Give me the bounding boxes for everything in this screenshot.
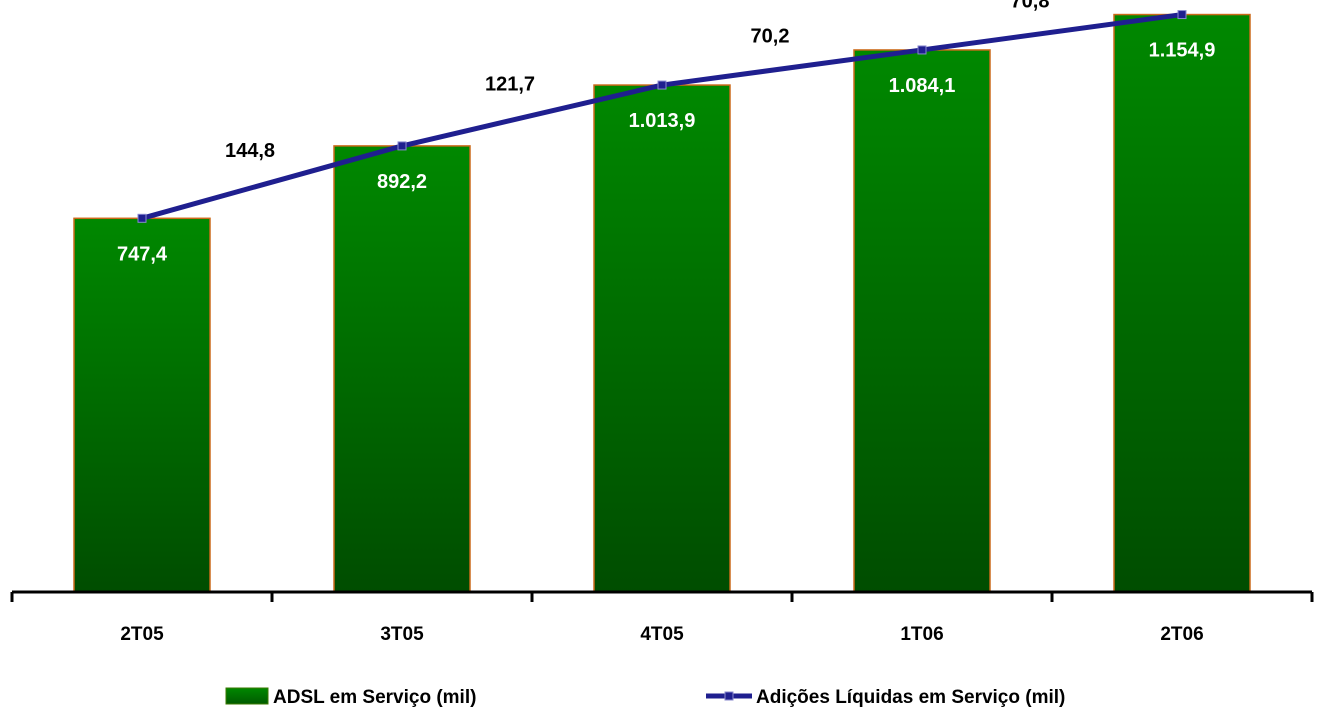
- line-segment-label-3: 70,2: [751, 26, 790, 48]
- x-tick-label-1T06: 1T06: [900, 624, 943, 645]
- bar-series: 747,4 892,2 1.013,9 1.084,1 1.154,9: [73, 13, 1251, 593]
- bar-1T06: [853, 49, 991, 593]
- legend-swatch-line-marker: [724, 691, 734, 701]
- line-segment-label-2: 121,7: [485, 73, 535, 95]
- bar-value-label-2T05: 747,4: [117, 243, 168, 265]
- line-marker-2T06: [1177, 10, 1187, 20]
- x-tick-label-2T05: 2T05: [120, 624, 164, 645]
- line-marker-4T05: [657, 80, 667, 90]
- bar-value-label-4T05: 1.013,9: [629, 110, 696, 132]
- x-axis: 2T05 3T05 4T05 1T06 2T06: [10, 590, 1314, 645]
- line-series: 144,8 121,7 70,2 70,8: [137, 0, 1187, 223]
- legend-swatch-bars: [225, 687, 269, 705]
- line-marker-2T05: [137, 213, 147, 223]
- x-tick-label-2T06: 2T06: [1160, 624, 1203, 645]
- bar-3T05: [333, 145, 471, 593]
- line-segment-label-1: 144,8: [225, 140, 275, 162]
- legend-label-bars: ADSL em Serviço (mil): [273, 687, 476, 708]
- bar-2T05: [73, 217, 211, 593]
- legend: ADSL em Serviço (mil) Adições Líquidas e…: [225, 687, 1065, 708]
- bar-value-label-1T06: 1.084,1: [889, 75, 956, 97]
- bar-value-label-3T05: 892,2: [377, 171, 427, 193]
- legend-label-line: Adições Líquidas em Serviço (mil): [756, 687, 1065, 708]
- line-marker-3T05: [397, 141, 407, 151]
- bar-value-label-2T06: 1.154,9: [1149, 40, 1216, 62]
- line-segment-label-4: 70,8: [1011, 0, 1050, 12]
- bar-2T06: [1113, 13, 1251, 593]
- line-marker-1T06: [917, 45, 927, 55]
- x-tick-label-4T05: 4T05: [640, 624, 684, 645]
- bar-4T05: [593, 84, 731, 593]
- x-tick-label-3T05: 3T05: [380, 624, 424, 645]
